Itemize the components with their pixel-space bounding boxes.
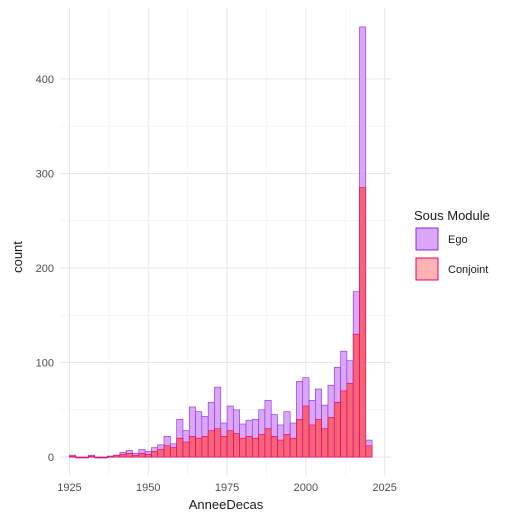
bar-conjoint bbox=[283, 434, 291, 458]
bar-conjoint bbox=[157, 449, 165, 458]
x-tick-label: 1975 bbox=[215, 482, 239, 494]
legend-title: Sous Module bbox=[414, 208, 490, 223]
bar-conjoint bbox=[81, 456, 89, 459]
bar-conjoint bbox=[226, 430, 234, 458]
y-tick-label: 200 bbox=[36, 263, 54, 275]
bar-conjoint bbox=[315, 418, 322, 458]
y-tick-label: 300 bbox=[36, 168, 54, 180]
bar-conjoint bbox=[106, 455, 114, 458]
bar-conjoint bbox=[340, 390, 348, 458]
series-conjoint bbox=[69, 187, 373, 459]
bar-conjoint bbox=[113, 454, 121, 458]
bar-conjoint bbox=[182, 441, 190, 458]
x-tick-label: 1925 bbox=[57, 482, 81, 494]
y-tick-label: 0 bbox=[48, 452, 54, 464]
legend: Sous Module Ego Conjoint bbox=[414, 208, 490, 281]
bar-conjoint bbox=[264, 428, 272, 458]
bar-conjoint bbox=[176, 437, 184, 458]
bar-conjoint bbox=[125, 453, 133, 458]
x-tick-label: 2025 bbox=[372, 482, 396, 494]
bar-conjoint bbox=[346, 383, 354, 458]
bar-conjoint bbox=[359, 187, 367, 458]
bar-conjoint bbox=[119, 453, 127, 458]
bar-conjoint bbox=[251, 437, 259, 458]
y-tick-label: 400 bbox=[36, 74, 54, 86]
y-tick-label: 100 bbox=[36, 358, 54, 370]
bar-conjoint bbox=[75, 456, 83, 459]
bar-conjoint bbox=[188, 435, 196, 458]
bar-conjoint bbox=[151, 451, 159, 458]
bar-conjoint bbox=[308, 424, 316, 458]
bars-layer bbox=[69, 26, 373, 459]
bar-conjoint bbox=[327, 417, 335, 458]
bar-conjoint bbox=[365, 445, 373, 458]
legend-label-ego: Ego bbox=[448, 234, 468, 246]
legend-key-ego bbox=[415, 227, 439, 251]
grid-layer bbox=[60, 8, 391, 476]
bar-conjoint bbox=[296, 418, 304, 458]
bar-conjoint bbox=[100, 456, 108, 459]
bar-conjoint bbox=[207, 430, 215, 458]
bar-conjoint bbox=[214, 428, 222, 458]
bar-conjoint bbox=[270, 435, 278, 458]
bar-conjoint bbox=[132, 454, 140, 458]
bar-conjoint bbox=[88, 455, 95, 458]
bar-conjoint bbox=[220, 435, 228, 458]
bar-conjoint bbox=[201, 435, 209, 458]
y-axis-title: count bbox=[10, 241, 25, 273]
bar-conjoint bbox=[352, 333, 360, 458]
bar-conjoint bbox=[138, 453, 146, 458]
bar-conjoint bbox=[321, 428, 329, 458]
bar-conjoint bbox=[69, 455, 77, 458]
legend-label-conjoint: Conjoint bbox=[448, 264, 488, 276]
bar-conjoint bbox=[289, 437, 297, 458]
x-axis-title: AnneeDecas bbox=[189, 497, 264, 512]
bar-conjoint bbox=[94, 456, 102, 459]
bar-conjoint bbox=[195, 437, 203, 458]
bar-conjoint bbox=[144, 453, 152, 458]
x-tick-label: 1950 bbox=[136, 482, 160, 494]
legend-key-conjoint bbox=[415, 257, 439, 281]
bar-conjoint bbox=[277, 439, 285, 458]
ticks-layer: 1925 1950 1975 2000 2025 0 100 200 300 400 bbox=[36, 74, 397, 494]
bar-conjoint bbox=[163, 445, 171, 458]
bar-conjoint bbox=[239, 437, 247, 458]
bar-conjoint bbox=[245, 435, 253, 458]
x-tick-label: 2000 bbox=[294, 482, 318, 494]
bar-conjoint bbox=[333, 401, 341, 458]
bar-conjoint bbox=[302, 405, 310, 458]
bar-conjoint bbox=[170, 447, 177, 458]
bar-conjoint bbox=[258, 434, 266, 458]
bar-conjoint bbox=[233, 433, 240, 458]
